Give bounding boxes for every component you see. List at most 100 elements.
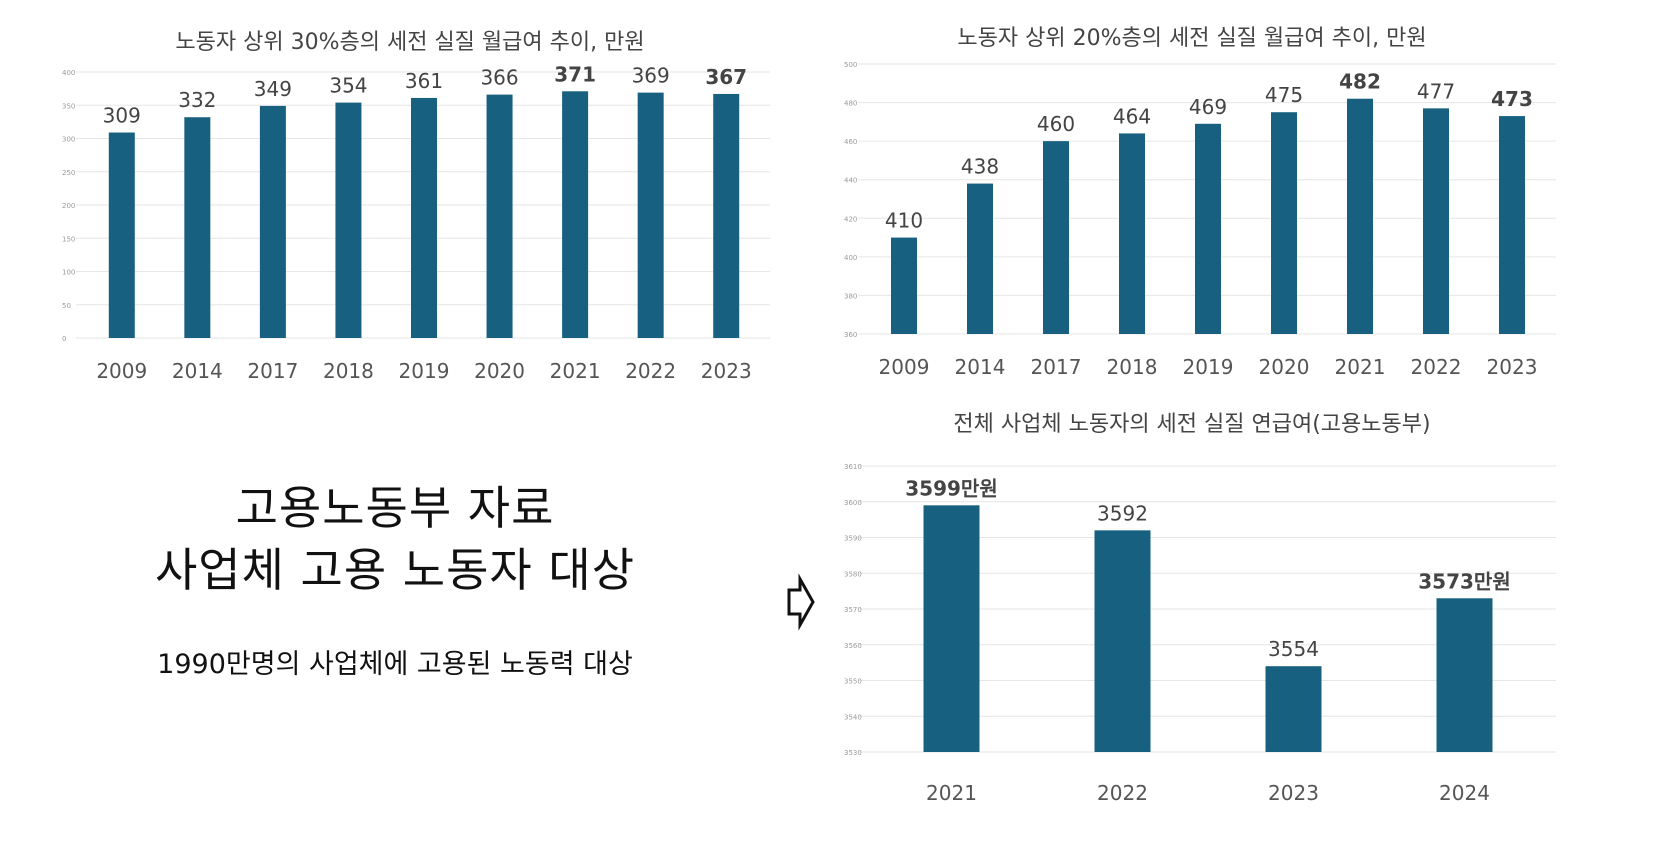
y-tick-label: 3560 [844,642,862,650]
y-tick-label: 200 [62,202,75,210]
chart-title: 노동자 상위 30%층의 세전 실질 월급여 추이, 만원 [175,30,645,55]
x-tick-label: 2023 [701,359,752,383]
bar [1347,98,1373,334]
data-label: 309 [103,104,141,128]
data-label: 482 [1339,70,1381,94]
y-tick-label: 440 [844,177,857,185]
data-label: 367 [705,65,747,89]
data-label: 410 [885,209,923,233]
bar [1271,112,1297,334]
data-label: 3573만원 [1418,569,1510,593]
y-tick-label: 460 [844,138,857,146]
bar [637,92,664,339]
x-tick-label: 2019 [399,359,450,383]
y-tick-label: 300 [62,136,75,144]
bar [923,505,980,752]
y-tick-label: 380 [844,292,857,300]
bar [184,117,211,338]
bar [1094,530,1151,752]
y-tick-label: 3530 [844,749,862,757]
y-tick-label: 150 [62,235,75,243]
x-tick-label: 2020 [1259,355,1310,379]
y-tick-label: 400 [844,254,857,262]
x-tick-label: 2022 [1411,355,1462,379]
y-tick-label: 500 [844,61,857,69]
x-tick-label: 2021 [550,359,601,383]
chart-top20-monthly-wage: 노동자 상위 20%층의 세전 실질 월급여 추이, 만원 360 380 400 4… [822,16,1562,386]
bar [967,183,993,334]
bar [335,102,362,338]
y-tick-label: 3580 [844,570,862,578]
y-tick-label: 3600 [844,499,862,507]
x-tick-label: 2014 [955,355,1006,379]
data-label: 473 [1491,87,1533,111]
data-label: 3599만원 [905,476,997,500]
bar [1119,133,1145,334]
y-tick-label: 50 [62,302,71,310]
bar [1265,666,1322,752]
data-label: 460 [1037,112,1075,136]
bar [1195,123,1221,335]
y-tick-label: 420 [844,215,857,223]
chart-svg: 360 380 400 420 440 460 480 500 410 2009 438 2014 46… [844,61,1556,379]
y-tick-label: 3550 [844,678,862,686]
bar [411,97,437,338]
x-tick-label: 2021 [926,781,977,805]
x-tick-label: 2024 [1439,781,1490,805]
chart-title: 노동자 상위 20%층의 세전 실질 월급여 추이, 만원 [957,26,1427,51]
data-label: 371 [554,62,596,86]
bar [1043,141,1069,334]
x-tick-label: 2017 [1031,355,1082,379]
x-tick-label: 2023 [1268,781,1319,805]
x-tick-label: 2019 [1183,355,1234,379]
bar [1499,116,1525,334]
y-tick-label: 3570 [844,606,862,614]
y-tick-label: 3610 [844,463,862,471]
bar [562,91,589,338]
chart-svg: 3530 3540 3550 3560 3570 3580 3590 3600 3610 3599… [844,463,1556,805]
x-tick-label: 2020 [474,359,525,383]
data-label: 464 [1113,104,1151,128]
bar [713,93,740,338]
x-tick-label: 2022 [625,359,676,383]
y-tick-label: 100 [62,269,75,277]
data-label: 349 [254,77,292,101]
data-label: 361 [405,69,443,93]
subtext: 1990만명의 사업체에 고용된 노동력 대상 [157,649,633,680]
data-label: 332 [178,88,216,112]
y-tick-label: 3590 [844,535,862,543]
y-tick-label: 250 [62,169,75,177]
data-label: 477 [1417,79,1455,103]
data-label: 438 [961,155,999,179]
data-label: 3554 [1268,637,1319,661]
data-label: 366 [480,66,518,90]
bar [1423,108,1449,334]
x-tick-label: 2022 [1097,781,1148,805]
data-label: 354 [329,74,367,98]
x-tick-label: 2009 [879,355,930,379]
chart-annual-wage-all-workers: 전체 사업체 노동자의 세전 실질 연급여(고용노동부) 3530 3540 355… [822,404,1562,854]
bar [486,94,513,338]
x-tick-label: 2023 [1487,355,1538,379]
x-tick-label: 2017 [247,359,298,383]
data-label: 469 [1189,95,1227,119]
right-arrow-icon [787,573,815,631]
data-label: 369 [632,64,670,88]
chart-svg: 0 50 100 150 200 250 300 350 400 309 2009 332 2014 34… [62,62,770,383]
bar [259,105,286,338]
y-tick-label: 480 [844,100,857,108]
x-tick-label: 2014 [172,359,223,383]
data-label: 475 [1265,83,1303,107]
y-tick-label: 350 [62,102,75,110]
y-tick-label: 3540 [844,713,862,721]
heading-line2: 사업체 고용 노동자 대상 [154,543,636,597]
chart-top30-monthly-wage: 노동자 상위 30%층의 세전 실질 월급여 추이, 만원 0 50 100 150 2… [40,20,780,390]
heading-line1: 고용노동부 자료 [235,481,555,535]
y-tick-label: 400 [62,69,75,77]
x-tick-label: 2018 [323,359,374,383]
x-tick-label: 2009 [96,359,147,383]
chart-title: 전체 사업체 노동자의 세전 실질 연급여(고용노동부) [953,412,1431,437]
data-label: 3592 [1097,501,1148,525]
x-tick-label: 2018 [1107,355,1158,379]
bar [1436,598,1493,752]
